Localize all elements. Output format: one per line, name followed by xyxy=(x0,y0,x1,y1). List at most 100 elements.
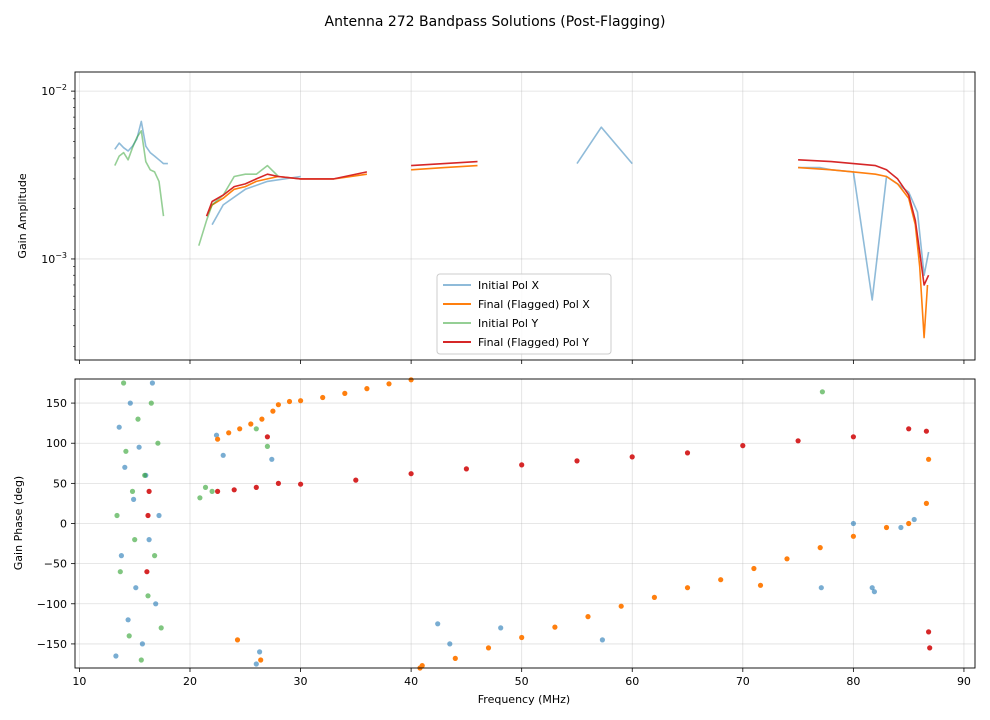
phase-xtick-label: 10 xyxy=(72,675,86,688)
phase-point-0 xyxy=(113,653,119,659)
phase-point-0 xyxy=(257,649,263,655)
phase-xtick-label: 80 xyxy=(846,675,860,688)
phase-point-0 xyxy=(269,456,275,462)
phase-point-3 xyxy=(850,434,857,440)
legend-label-final-y: Final (Flagged) Pol Y xyxy=(478,336,589,349)
phase-ytick-label: 50 xyxy=(53,477,67,490)
phase-point-2 xyxy=(132,537,138,543)
phase-point-1 xyxy=(452,655,458,662)
phase-point-0 xyxy=(818,585,824,591)
phase-point-2 xyxy=(123,448,129,454)
phase-point-1 xyxy=(270,408,276,414)
phase-point-0 xyxy=(122,464,128,470)
phase-point-2 xyxy=(155,440,161,446)
phase-point-3 xyxy=(298,481,304,487)
phase-point-1 xyxy=(757,582,764,588)
phase-point-0 xyxy=(125,617,131,623)
legend-label-final-x: Final (Flagged) Pol X xyxy=(478,298,590,311)
phase-point-2 xyxy=(152,553,158,559)
amplitude-series xyxy=(114,120,930,339)
phase-point-1 xyxy=(684,585,691,591)
phase-point-2 xyxy=(148,400,154,406)
phase-point-1 xyxy=(883,524,890,531)
phase-point-0 xyxy=(447,641,453,647)
amplitude-series-line-0 xyxy=(114,120,930,301)
phase-point-1 xyxy=(234,637,241,643)
phase-point-2 xyxy=(126,633,132,639)
legend-label-initial-x: Initial Pol X xyxy=(478,279,539,292)
phase-ytick-label: −100 xyxy=(37,598,67,611)
phase-point-0 xyxy=(153,601,159,607)
phase-point-1 xyxy=(215,436,221,442)
phase-point-0 xyxy=(136,444,142,450)
phase-point-1 xyxy=(226,430,232,436)
phase-point-0 xyxy=(156,512,162,519)
phase-point-1 xyxy=(850,533,857,539)
phase-point-0 xyxy=(133,585,139,591)
phase-point-0 xyxy=(911,516,917,523)
phase-xtick-label: 50 xyxy=(515,675,529,688)
phase-point-1 xyxy=(258,657,264,663)
phase-point-2 xyxy=(264,443,270,449)
phase-point-3 xyxy=(923,428,930,434)
phase-panel: 10 20 30 40 50 60 70 80 90 −150 −100 −50 0 50 100 150 G… xyxy=(12,377,976,706)
phase-point-2 xyxy=(209,488,215,494)
amplitude-grid xyxy=(75,72,975,360)
phase-point-1 xyxy=(320,394,326,401)
phase-point-3 xyxy=(629,454,635,460)
phase-point-0 xyxy=(213,432,220,438)
phase-point-1 xyxy=(237,426,243,432)
phase-ylabel: Gain Phase (deg) xyxy=(12,476,25,570)
phase-point-3 xyxy=(684,450,691,456)
phase-xtick-label: 20 xyxy=(183,675,197,688)
phase-point-3 xyxy=(574,458,580,464)
phase-point-0 xyxy=(131,496,137,502)
phase-point-2 xyxy=(145,593,151,599)
phase-point-0 xyxy=(435,621,441,627)
phase-point-0 xyxy=(869,585,875,591)
amplitude-frame xyxy=(74,71,976,361)
phase-point-1 xyxy=(386,381,392,387)
phase-point-1 xyxy=(923,500,930,506)
phase-plot-area xyxy=(75,379,975,668)
phase-point-1 xyxy=(552,624,558,630)
phase-ytick-label: −150 xyxy=(37,638,67,651)
phase-ytick-label: 0 xyxy=(60,518,67,531)
phase-point-1 xyxy=(585,614,591,620)
phase-point-0 xyxy=(146,537,152,543)
amplitude-ytick-label: 10−2 xyxy=(41,83,67,98)
phase-point-1 xyxy=(298,398,304,404)
phase-point-1 xyxy=(718,577,724,583)
phase-point-1 xyxy=(419,663,425,669)
phase-point-2 xyxy=(117,569,123,575)
phase-point-0 xyxy=(599,637,606,643)
phase-point-3 xyxy=(146,488,152,494)
phase-point-2 xyxy=(138,657,144,663)
phase-point-3 xyxy=(408,471,414,477)
phase-xlabel: Frequency (MHz) xyxy=(478,693,570,706)
phase-point-0 xyxy=(871,589,878,595)
phase-ticks: 10 20 30 40 50 60 70 80 90 −150 −100 −50 0 50 100 150 xyxy=(37,397,971,688)
phase-point-1 xyxy=(275,402,281,408)
phase-xtick-label: 90 xyxy=(957,675,971,688)
phase-point-2 xyxy=(202,484,209,490)
phase-point-3 xyxy=(353,477,359,483)
phase-point-1 xyxy=(618,603,624,609)
phase-point-3 xyxy=(906,426,912,432)
phase-point-3 xyxy=(927,645,933,651)
phase-point-3 xyxy=(463,466,469,472)
phase-point-0 xyxy=(498,625,504,631)
phase-point-2 xyxy=(121,380,127,386)
phase-series xyxy=(113,377,933,671)
amplitude-ylabel: Gain Amplitude xyxy=(16,173,29,258)
phase-point-1 xyxy=(784,556,790,562)
phase-point-3 xyxy=(215,488,221,494)
phase-point-2 xyxy=(142,472,148,478)
phase-point-0 xyxy=(139,641,145,647)
phase-xtick-label: 40 xyxy=(404,675,418,688)
phase-ytick-label: 150 xyxy=(46,397,67,410)
phase-point-1 xyxy=(342,390,348,396)
amplitude-ytick-label: 10−3 xyxy=(41,251,67,266)
figure-title: Antenna 272 Bandpass Solutions (Post-Fla… xyxy=(325,14,666,30)
